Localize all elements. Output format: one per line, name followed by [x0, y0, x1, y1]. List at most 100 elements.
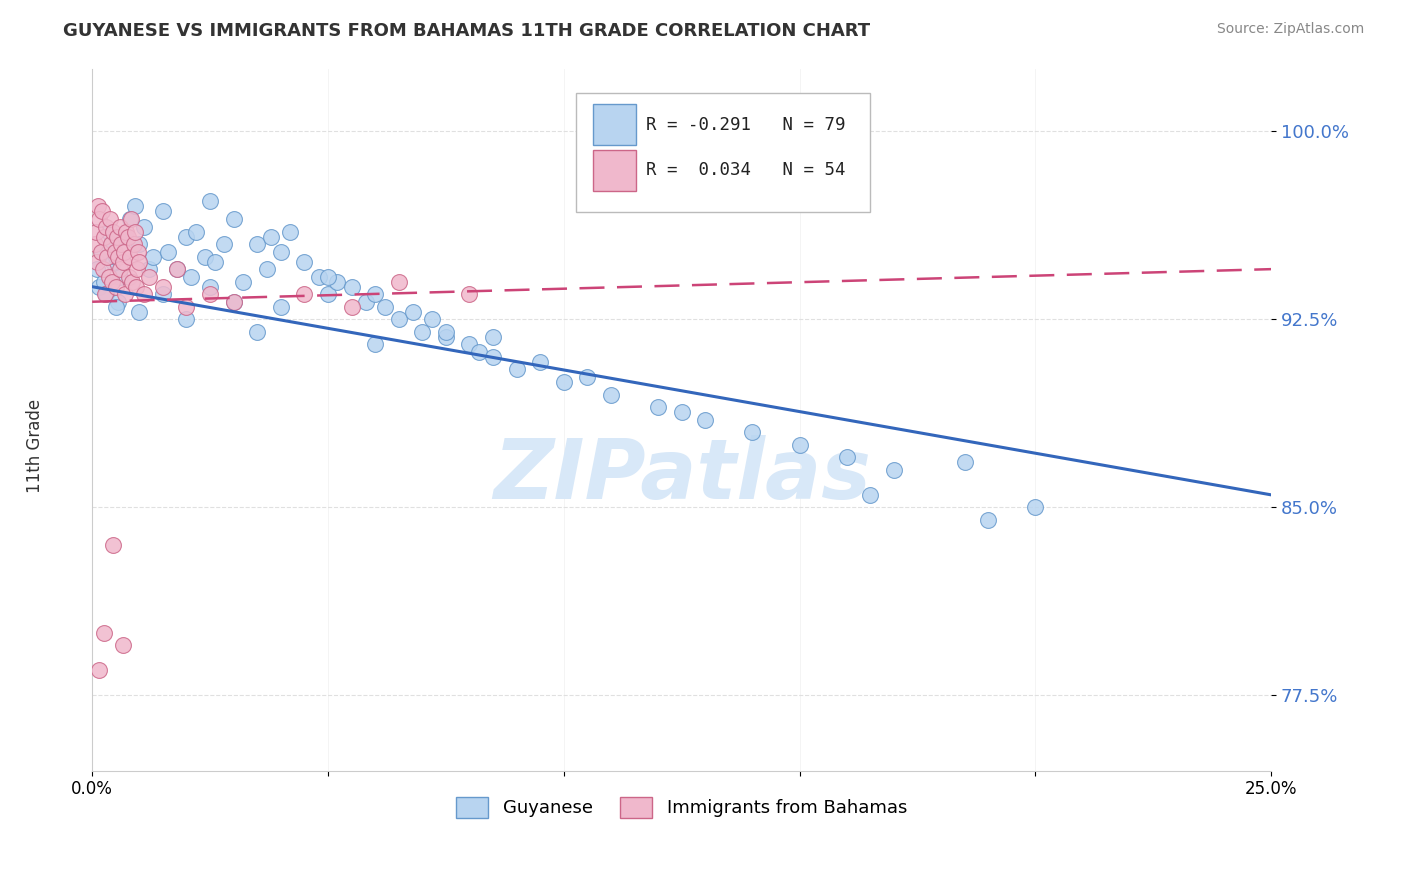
- Legend: Guyanese, Immigrants from Bahamas: Guyanese, Immigrants from Bahamas: [449, 789, 914, 825]
- Point: [482, 350, 505, 364]
- Point: [84, 225, 107, 239]
- Point: [96, 287, 118, 301]
- Point: [576, 370, 599, 384]
- Point: [124, 279, 146, 293]
- Point: [128, 254, 150, 268]
- FancyBboxPatch shape: [575, 93, 870, 212]
- Point: [741, 425, 763, 439]
- Point: [198, 194, 221, 209]
- Point: [166, 262, 188, 277]
- Point: [505, 362, 527, 376]
- Point: [91, 262, 114, 277]
- Point: [128, 237, 150, 252]
- Point: [103, 225, 125, 239]
- Point: [859, 488, 882, 502]
- Point: [107, 250, 129, 264]
- Point: [152, 204, 174, 219]
- Point: [101, 275, 124, 289]
- Point: [110, 219, 132, 234]
- Point: [553, 375, 575, 389]
- Point: [316, 287, 339, 301]
- Point: [110, 269, 132, 284]
- Point: [108, 262, 131, 277]
- Point: [132, 287, 155, 301]
- Point: [194, 250, 217, 264]
- Point: [695, 412, 717, 426]
- Point: [529, 355, 551, 369]
- Point: [100, 237, 122, 252]
- Point: [308, 269, 330, 284]
- Point: [89, 211, 111, 226]
- Point: [232, 275, 254, 289]
- Point: [270, 300, 292, 314]
- Point: [118, 269, 141, 284]
- Point: [364, 287, 387, 301]
- Point: [482, 330, 505, 344]
- Point: [93, 275, 115, 289]
- Point: [96, 219, 118, 234]
- Point: [114, 287, 136, 301]
- Point: [103, 538, 125, 552]
- Point: [789, 438, 811, 452]
- Point: [125, 262, 148, 277]
- Point: [176, 229, 198, 244]
- Point: [184, 225, 207, 239]
- Point: [97, 269, 120, 284]
- Point: [117, 229, 139, 244]
- Point: [103, 254, 125, 268]
- Text: R = -0.291   N = 79: R = -0.291 N = 79: [647, 116, 846, 134]
- Point: [977, 513, 1000, 527]
- Point: [434, 325, 457, 339]
- Point: [246, 237, 269, 252]
- Point: [118, 211, 141, 226]
- Point: [458, 337, 481, 351]
- Point: [1024, 500, 1046, 515]
- Point: [142, 250, 165, 264]
- Point: [132, 219, 155, 234]
- Point: [671, 405, 693, 419]
- Point: [354, 294, 377, 309]
- Point: [111, 638, 134, 652]
- Point: [256, 262, 278, 277]
- Point: [222, 294, 245, 309]
- Point: [114, 229, 136, 244]
- Point: [270, 244, 292, 259]
- Point: [152, 279, 174, 293]
- Point: [90, 244, 112, 259]
- Point: [89, 279, 111, 293]
- Point: [107, 294, 129, 309]
- Point: [222, 294, 245, 309]
- Point: [124, 199, 146, 213]
- Point: [104, 250, 127, 264]
- Point: [111, 254, 134, 268]
- Point: [83, 237, 105, 252]
- Point: [260, 229, 283, 244]
- Point: [138, 262, 160, 277]
- Point: [93, 625, 115, 640]
- Point: [835, 450, 858, 465]
- Text: GUYANESE VS IMMIGRANTS FROM BAHAMAS 11TH GRADE CORRELATION CHART: GUYANESE VS IMMIGRANTS FROM BAHAMAS 11TH…: [63, 22, 870, 40]
- Point: [374, 300, 396, 314]
- Point: [90, 244, 112, 259]
- Point: [402, 305, 425, 319]
- Point: [90, 204, 112, 219]
- Point: [100, 237, 122, 252]
- Point: [156, 244, 179, 259]
- Point: [93, 229, 115, 244]
- Point: [104, 244, 127, 259]
- Point: [166, 262, 188, 277]
- Point: [180, 269, 202, 284]
- Point: [105, 229, 128, 244]
- Point: [388, 312, 411, 326]
- Text: ZIPatlas: ZIPatlas: [492, 435, 870, 516]
- Point: [118, 250, 141, 264]
- Point: [198, 279, 221, 293]
- Point: [278, 225, 301, 239]
- Point: [115, 225, 138, 239]
- Point: [246, 325, 269, 339]
- Point: [204, 254, 226, 268]
- Point: [104, 279, 127, 293]
- Point: [97, 225, 120, 239]
- Point: [599, 387, 621, 401]
- Point: [364, 337, 387, 351]
